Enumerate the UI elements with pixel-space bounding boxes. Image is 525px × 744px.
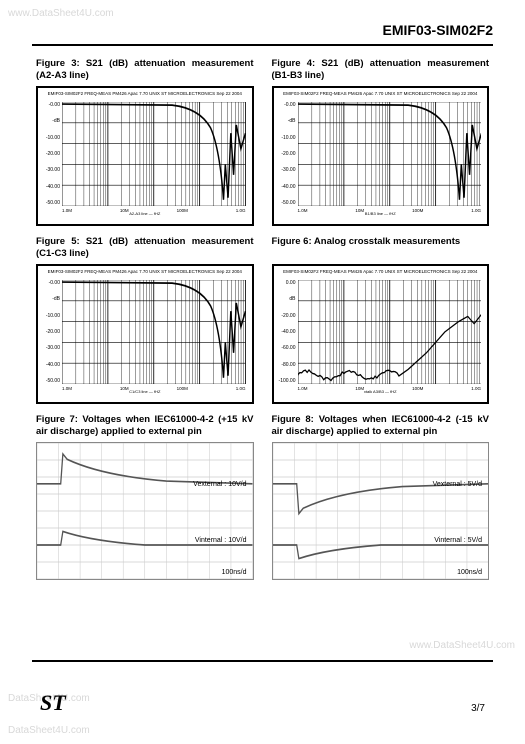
x-axis-name: C1/C3 line — fHZ (129, 389, 160, 394)
scope-box: Vexternal : 5V/d Vinternal : 5V/d 100ns/… (272, 442, 490, 580)
y-axis-labels: 0.00dB-20.00-40.00-60.00-80.00-100.00 (276, 266, 296, 402)
chart-plot (298, 280, 482, 384)
figure-6: Figure 6: Analog crosstalk measurements … (272, 236, 490, 404)
y-axis-labels: -0.00-dB-10.00-20.00-30.00-40.00-50.00 (276, 88, 296, 224)
x-axis-name: xtalk A3/B3 — fHZ (364, 389, 397, 394)
chart-subtitle: EMIF03-SIM02F2 FREQ-MEAS PM426 Apac 7.70… (38, 91, 252, 96)
chart-subtitle: EMIF03-SIM02F2 FREQ-MEAS PM426 Apac 7.70… (274, 269, 488, 274)
vexternal-label: Vexternal : 5V/d (433, 481, 482, 488)
figure-title: Figure 8: Voltages when IEC61000-4-2 (-1… (272, 414, 490, 438)
x-axis-name: A2-A3 line — fHZ (129, 211, 160, 216)
figure-7: Figure 7: Voltages when IEC61000-4-2 (+1… (36, 414, 254, 580)
figure-title: Figure 7: Voltages when IEC61000-4-2 (+1… (36, 414, 254, 438)
timebase-label: 100ns/d (457, 569, 482, 576)
chart-box: EMIF03-SIM02F2 FREQ-MEAS PM426 Apac 7.70… (272, 264, 490, 404)
figure-4: Figure 4: S21 (dB) attenuation measureme… (272, 58, 490, 226)
figure-grid: Figure 3: S21 (dB) attenuation measureme… (36, 58, 489, 580)
figure-3: Figure 3: S21 (dB) attenuation measureme… (36, 58, 254, 226)
vexternal-label: Vexternal : 10V/d (193, 481, 246, 488)
chart-plot (62, 102, 246, 206)
vinternal-label: Vinternal : 10V/d (195, 537, 247, 544)
figure-title: Figure 6: Analog crosstalk measurements (272, 236, 490, 260)
timebase-label: 100ns/d (222, 569, 247, 576)
chart-plot (298, 102, 482, 206)
y-axis-labels: -0.00-dB-10.00-20.00-30.00-40.00-50.00 (40, 266, 60, 402)
rule-top (32, 44, 493, 46)
chart-box: EMIF03-SIM02F2 FREQ-MEAS PM426 Apac 7.70… (36, 86, 254, 226)
watermark: www.DataSheet4U.com (409, 640, 515, 651)
figure-title: Figure 4: S21 (dB) attenuation measureme… (272, 58, 490, 82)
vinternal-label: Vinternal : 5V/d (434, 537, 482, 544)
chart-box: EMIF03-SIM02F2 FREQ-MEAS PM426 Apac 7.70… (36, 264, 254, 404)
figure-title: Figure 3: S21 (dB) attenuation measureme… (36, 58, 254, 82)
figure-title: Figure 5: S21 (dB) attenuation measureme… (36, 236, 254, 260)
watermark: DataSheet4U.com (8, 725, 90, 736)
page-number: 3/7 (471, 703, 485, 714)
rule-bottom (32, 660, 493, 662)
chart-box: EMIF03-SIM02F2 FREQ-MEAS PM426 Apac 7.70… (272, 86, 490, 226)
y-axis-labels: -0.00-dB-10.00-20.00-30.00-40.00-50.00 (40, 88, 60, 224)
watermark: www.DataSheet4U.com (8, 8, 114, 19)
chart-subtitle: EMIF03-SIM02F2 FREQ-MEAS PM426 Apac 7.70… (274, 91, 488, 96)
x-axis-name: B1/B3 line — fHZ (365, 211, 396, 216)
part-number: EMIF03-SIM02F2 (383, 22, 493, 38)
chart-subtitle: EMIF03-SIM02F2 FREQ-MEAS PM426 Apac 7.70… (38, 269, 252, 274)
figure-5: Figure 5: S21 (dB) attenuation measureme… (36, 236, 254, 404)
st-logo: ST (40, 690, 66, 716)
figure-8: Figure 8: Voltages when IEC61000-4-2 (-1… (272, 414, 490, 580)
scope-box: Vexternal : 10V/d Vinternal : 10V/d 100n… (36, 442, 254, 580)
chart-plot (62, 280, 246, 384)
